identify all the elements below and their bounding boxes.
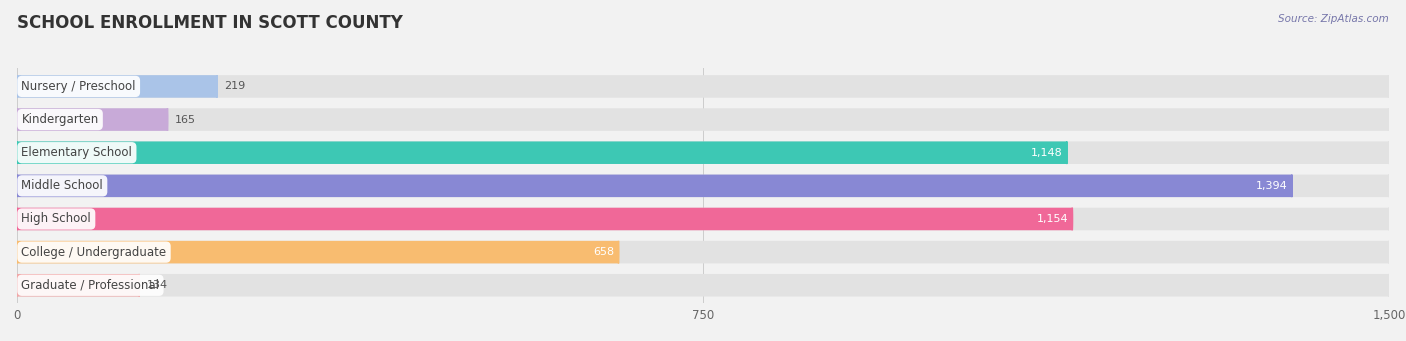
FancyBboxPatch shape xyxy=(17,175,1292,197)
Text: Source: ZipAtlas.com: Source: ZipAtlas.com xyxy=(1278,14,1389,24)
FancyBboxPatch shape xyxy=(17,208,1389,230)
Text: Kindergarten: Kindergarten xyxy=(21,113,98,126)
Text: 219: 219 xyxy=(225,81,246,91)
Text: Middle School: Middle School xyxy=(21,179,103,192)
Text: 1,148: 1,148 xyxy=(1031,148,1063,158)
Text: Nursery / Preschool: Nursery / Preschool xyxy=(21,80,136,93)
FancyBboxPatch shape xyxy=(17,142,1389,164)
Text: 134: 134 xyxy=(146,280,167,290)
Text: SCHOOL ENROLLMENT IN SCOTT COUNTY: SCHOOL ENROLLMENT IN SCOTT COUNTY xyxy=(17,14,402,32)
Text: Elementary School: Elementary School xyxy=(21,146,132,159)
FancyBboxPatch shape xyxy=(17,241,1389,263)
Text: 658: 658 xyxy=(593,247,614,257)
FancyBboxPatch shape xyxy=(17,108,1389,131)
FancyBboxPatch shape xyxy=(17,241,619,263)
Text: Graduate / Professional: Graduate / Professional xyxy=(21,279,159,292)
FancyBboxPatch shape xyxy=(17,274,139,297)
Text: 1,394: 1,394 xyxy=(1256,181,1288,191)
FancyBboxPatch shape xyxy=(17,75,1389,98)
FancyBboxPatch shape xyxy=(17,75,217,98)
FancyBboxPatch shape xyxy=(17,175,1389,197)
Text: High School: High School xyxy=(21,212,91,225)
Text: 1,154: 1,154 xyxy=(1036,214,1069,224)
Text: 165: 165 xyxy=(176,115,197,124)
Text: College / Undergraduate: College / Undergraduate xyxy=(21,246,166,258)
FancyBboxPatch shape xyxy=(17,142,1067,164)
FancyBboxPatch shape xyxy=(17,208,1073,230)
FancyBboxPatch shape xyxy=(17,108,167,131)
FancyBboxPatch shape xyxy=(17,274,1389,297)
